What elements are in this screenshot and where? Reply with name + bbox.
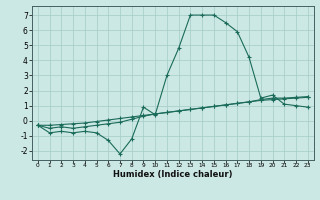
X-axis label: Humidex (Indice chaleur): Humidex (Indice chaleur) — [113, 170, 233, 179]
